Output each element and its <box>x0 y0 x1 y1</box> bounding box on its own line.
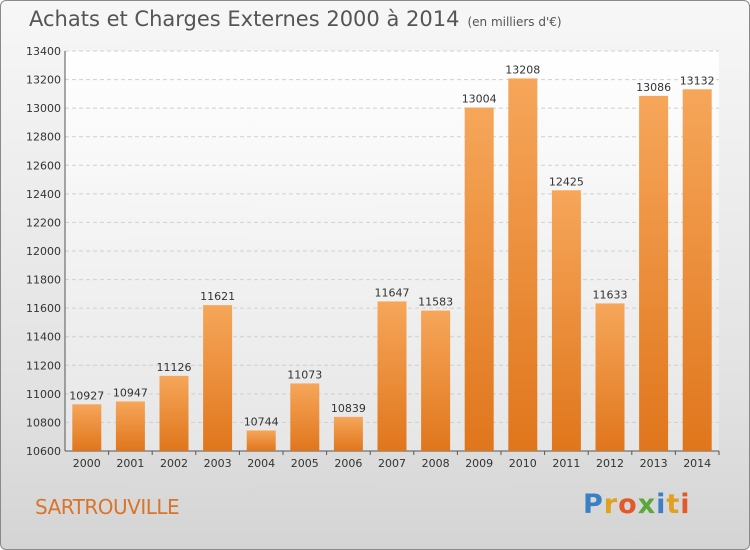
y-tick-label: 11000 <box>26 388 61 401</box>
x-tick-label: 2014 <box>683 457 711 470</box>
x-tick-label: 2000 <box>73 457 101 470</box>
city-name: SARTROUVILLE <box>35 495 180 519</box>
x-tick-label: 2004 <box>247 457 275 470</box>
title-unit: (en milliers d'€) <box>467 15 562 29</box>
bar <box>639 95 669 451</box>
data-label: 12425 <box>549 175 584 188</box>
bar <box>333 416 363 451</box>
bar <box>377 301 407 451</box>
bar <box>464 107 494 452</box>
data-label: 10947 <box>113 386 148 399</box>
data-label: 10839 <box>331 402 366 415</box>
bar <box>682 89 712 452</box>
data-label: 11126 <box>157 361 192 374</box>
x-tick-label: 2005 <box>291 457 319 470</box>
y-tick-label: 13400 <box>26 45 61 58</box>
y-tick-label: 11800 <box>26 274 61 287</box>
y-tick-label: 11400 <box>26 331 61 344</box>
x-tick-label: 2002 <box>160 457 188 470</box>
bar <box>246 430 276 451</box>
bar <box>595 303 625 451</box>
y-tick-label: 13000 <box>26 102 61 115</box>
y-tick-label: 11600 <box>26 302 61 315</box>
data-label: 11647 <box>375 286 410 299</box>
x-tick-label: 2010 <box>509 457 537 470</box>
bar <box>421 310 451 451</box>
data-label: 11073 <box>287 368 322 381</box>
y-tick-label: 11200 <box>26 359 61 372</box>
y-tick-label: 12200 <box>26 216 61 229</box>
x-tick-label: 2007 <box>378 457 406 470</box>
data-label: 13086 <box>636 81 671 94</box>
x-tick-label: 2006 <box>334 457 362 470</box>
data-label: 13208 <box>505 63 540 76</box>
x-tick-label: 2009 <box>465 457 493 470</box>
x-tick-label: 2011 <box>552 457 580 470</box>
y-tick-label: 10800 <box>26 416 61 429</box>
y-tick-label: 12600 <box>26 159 61 172</box>
bar <box>203 305 233 451</box>
x-tick-label: 2008 <box>422 457 450 470</box>
x-tick-label: 2001 <box>116 457 144 470</box>
y-tick-label: 13200 <box>26 74 61 87</box>
data-label: 10744 <box>244 415 279 428</box>
proxiti-logo: Proxiti <box>583 489 691 520</box>
bar <box>72 404 102 451</box>
bar <box>551 190 581 452</box>
x-tick-label: 2013 <box>640 457 668 470</box>
y-tick-label: 12000 <box>26 245 61 258</box>
bar <box>508 78 538 451</box>
data-label: 11633 <box>593 288 628 301</box>
y-tick-label: 10600 <box>26 445 61 458</box>
data-label: 11583 <box>418 296 453 309</box>
data-label: 11621 <box>200 290 235 303</box>
data-label: 13004 <box>462 93 497 106</box>
data-label: 13132 <box>680 74 715 87</box>
bar <box>159 375 189 451</box>
title-text: Achats et Charges Externes 2000 à 2014 <box>29 7 460 31</box>
chart-title: Achats et Charges Externes 2000 à 2014 (e… <box>29 7 562 31</box>
bar <box>290 383 320 451</box>
x-tick-label: 2012 <box>596 457 624 470</box>
x-tick-label: 2003 <box>204 457 232 470</box>
y-tick-label: 12800 <box>26 131 61 144</box>
data-label: 10927 <box>69 389 104 402</box>
y-tick-label: 12400 <box>26 188 61 201</box>
bar <box>115 401 145 451</box>
